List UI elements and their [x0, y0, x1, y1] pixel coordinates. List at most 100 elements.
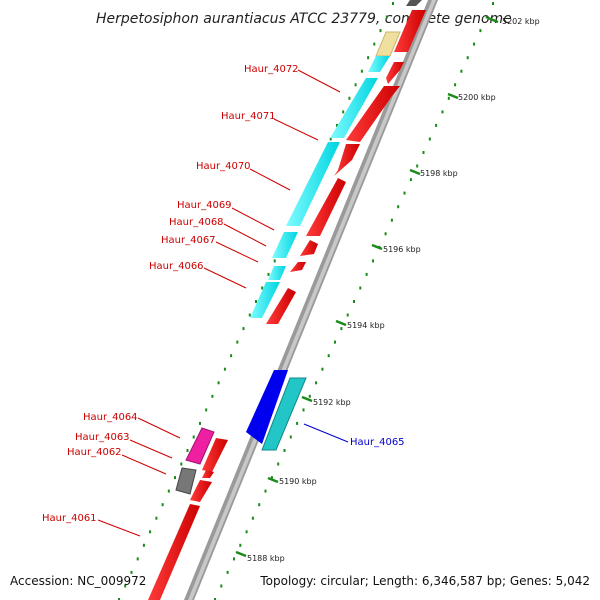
scale-dot [289, 435, 292, 439]
scale-dot [353, 300, 355, 303]
gene-label[interactable]: Haur_4065 [350, 437, 405, 448]
scale-dot [315, 381, 318, 385]
scale-dot [348, 96, 351, 100]
scale-dot [485, 15, 488, 19]
gene-block-4064 [185, 427, 215, 465]
scale-dot [372, 259, 374, 263]
scale-dot [392, 2, 394, 5]
gene-block-4072 [368, 56, 390, 72]
scale-dot [340, 327, 343, 331]
scale-dot [384, 232, 387, 236]
scale-dot [118, 598, 120, 600]
gene-label[interactable]: Haur_4072 [244, 64, 299, 75]
inner-scale-dots [118, 2, 394, 600]
tick-label: 5190 kbp [279, 477, 317, 486]
gene-arrow-4072 [386, 62, 404, 84]
gene-labels: Haur_4072 Haur_4071 Haur_4070 Haur_4069 … [42, 64, 405, 524]
gene-label[interactable]: Haur_4062 [67, 447, 122, 458]
scale-dot [199, 421, 201, 425]
gene-arrow-4065-blue [246, 370, 288, 444]
tick-label: 5194 kbp [347, 321, 385, 330]
scale-dot [211, 394, 214, 398]
scale-dot [466, 56, 469, 60]
scale-dot [261, 286, 264, 290]
scale-dot [403, 191, 406, 195]
scale-dot [409, 178, 412, 182]
scale-dot [255, 300, 257, 303]
gene-features [148, 0, 426, 600]
scale-dot [385, 15, 388, 19]
gene-label[interactable]: Haur_4063 [75, 432, 130, 443]
scale-dot [270, 476, 273, 480]
gene-arrow-4062 [190, 480, 212, 502]
scale-dot [236, 340, 239, 344]
gene-label[interactable]: Haur_4068 [169, 217, 224, 228]
scale-dot [205, 408, 208, 412]
gene-block-4066 [250, 282, 280, 318]
scale-dot [226, 570, 229, 574]
tick-label: 5188 kbp [247, 554, 285, 563]
scale-dot [342, 110, 345, 114]
gene-arrow-4070 [334, 144, 360, 176]
scale-dot [161, 503, 164, 507]
tick-label: 5202 kbp [502, 17, 540, 26]
scale-dot [277, 462, 280, 466]
scale-dot [447, 96, 450, 100]
tick-label: 5192 kbp [313, 398, 351, 407]
map-title: Herpetosiphon aurantiacus ATCC 23779, co… [96, 11, 512, 27]
scale-dot [422, 151, 425, 154]
scale-dot [397, 205, 400, 209]
scale-dot [239, 543, 242, 547]
gene-label[interactable]: Haur_4070 [196, 161, 251, 172]
scale-dot [308, 394, 311, 398]
genome-backbone [184, 0, 438, 600]
scale-dot [360, 69, 363, 73]
scale-dot [365, 272, 368, 276]
gene-arrow-4064 [202, 438, 228, 472]
gene-block-4062 [175, 467, 197, 495]
gene-arrow-4071 [346, 86, 400, 142]
scale-dot [373, 42, 376, 46]
gene-label[interactable]: Haur_4064 [83, 412, 138, 423]
gene-block-yellow [375, 31, 401, 57]
scale-dot [245, 530, 248, 534]
scale-dot [174, 476, 176, 480]
tick-label: 5198 kbp [420, 169, 458, 178]
scale-dot [296, 421, 299, 425]
scale-dot [454, 83, 457, 87]
gene-label[interactable]: Haur_4069 [177, 200, 232, 211]
scale-dot [479, 29, 482, 33]
gene-arrow-4069 [306, 178, 346, 236]
gene-label[interactable]: Haur_4067 [161, 235, 216, 246]
scale-dot [124, 584, 127, 588]
scale-dot [167, 489, 170, 493]
scale-dot [321, 367, 324, 371]
scale-labels: 5202 kbp 5200 kbp 5198 kbp 5196 kbp 5194… [247, 17, 540, 563]
gene-label[interactable]: Haur_4071 [221, 111, 276, 122]
gene-arrow-4063 [202, 470, 214, 478]
scale-dot [155, 516, 158, 520]
scale-dot [264, 489, 267, 493]
gene-label[interactable]: Haur_4066 [149, 261, 204, 272]
gene-arrow-4067 [290, 262, 306, 272]
scale-dot [390, 218, 393, 222]
scale-dot [186, 449, 189, 452]
scale-dot [214, 598, 216, 600]
gene-label[interactable]: Haur_4061 [42, 513, 97, 524]
scale-dot [130, 570, 133, 574]
scale-ticks [235, 16, 499, 558]
scale-dot [233, 557, 235, 561]
gene-block-4070 [286, 142, 340, 226]
scale-dot [217, 381, 220, 385]
scale-dot [473, 42, 475, 46]
scale-dot [230, 354, 233, 358]
scale-dot [336, 123, 338, 127]
scale-dot [273, 259, 276, 263]
scale-dot [248, 313, 251, 317]
scale-dot [149, 530, 152, 534]
scale-dot [367, 56, 370, 60]
scale-dot [258, 503, 261, 507]
gene-block-4065 [261, 377, 307, 451]
gene-block-top [406, 0, 422, 6]
scale-dot [379, 29, 382, 33]
